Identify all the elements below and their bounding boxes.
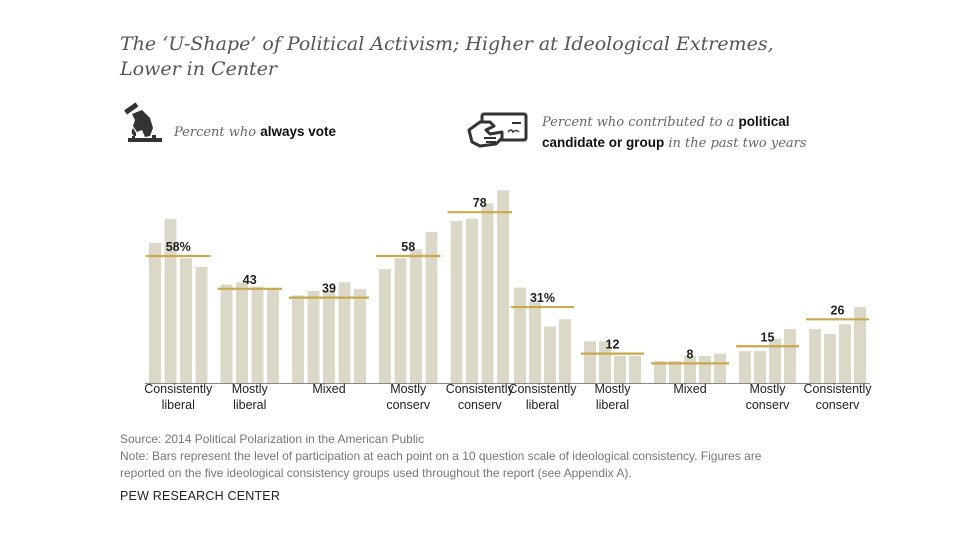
- vote-bar: [267, 288, 279, 383]
- vote-bar: [149, 242, 161, 383]
- vote-bar: [497, 190, 509, 383]
- brand-label: PEW RESEARCH CENTER: [120, 489, 281, 503]
- right-legend: Percent who contributed to a political c…: [466, 110, 846, 155]
- vote-bar: [220, 284, 233, 383]
- contrib-bar: [544, 326, 556, 383]
- contrib-bar: [584, 341, 596, 383]
- contrib-bar: [839, 324, 851, 383]
- note-line-1: Note: Bars represent the level of partic…: [120, 449, 762, 463]
- contrib-bar: [754, 351, 766, 383]
- check-card-hand-icon: [466, 110, 532, 155]
- vote-average-label: 78: [473, 196, 487, 210]
- contrib-average-label: 12: [606, 338, 620, 352]
- vote-bar: [466, 218, 478, 383]
- contrib-bar: [629, 356, 641, 383]
- vote-average-label: 39: [322, 282, 336, 296]
- contrib-bar: [614, 356, 626, 383]
- vote-bar: [180, 258, 192, 383]
- contrib-category-label: Mostly conserv: [745, 382, 790, 412]
- vote-bar: [164, 218, 177, 383]
- right-legend-suffix: in the past two years: [664, 135, 807, 151]
- contrib-bar: [529, 302, 541, 383]
- vote-bar: [410, 249, 422, 383]
- contrib-category-label: Consistently conserv: [803, 382, 872, 412]
- contrib-average-label: 31%: [530, 291, 555, 305]
- vote-bar: [394, 258, 407, 383]
- contrib-bar: [824, 334, 836, 383]
- vote-bar: [236, 282, 248, 383]
- vote-bar: [338, 282, 351, 383]
- contrib-average-label: 8: [687, 347, 694, 361]
- vote-bar: [307, 291, 320, 383]
- chart-title: The ‘U-Shape’ of Political Activism; Hig…: [120, 33, 774, 80]
- contrib-bar: [714, 353, 726, 383]
- contrib-bar: [739, 351, 751, 383]
- contrib-average-label: 26: [831, 303, 845, 317]
- right-legend-prefix: Percent who contributed to a: [542, 114, 739, 130]
- vote-bar: [195, 266, 208, 383]
- vote-bar: [292, 295, 304, 383]
- vote-average-label: 58: [401, 240, 415, 254]
- contrib-bar: [514, 287, 526, 383]
- note-line-2: reported on the five ideological consist…: [120, 466, 632, 480]
- vote-bar: [481, 203, 494, 383]
- vote-bar: [354, 288, 366, 383]
- contrib-category-label: Consistently liberal: [508, 382, 577, 412]
- vote-category-label: Consistently liberal: [144, 382, 213, 412]
- left-legend-bold: always vote: [260, 124, 337, 139]
- contrib-category-label: Mixed: [673, 382, 707, 396]
- contrib-bar: [699, 356, 711, 383]
- contrib-bar: [599, 341, 611, 383]
- contrib-bar: [769, 338, 781, 383]
- vote-bar: [251, 286, 264, 383]
- right-legend-bold: political candidate or group: [542, 113, 790, 150]
- contrib-category-label: Mostly liberal: [594, 382, 631, 412]
- vote-category-label: Mostly conserv: [386, 382, 431, 412]
- vote-category-label: Consistently conserv: [445, 382, 514, 412]
- vote-bar: [323, 291, 335, 383]
- contrib-bar: [809, 329, 821, 383]
- vote-bar: [425, 231, 438, 383]
- contrib-average-label: 15: [761, 330, 775, 344]
- contrib-bar: [654, 360, 666, 383]
- contrib-bar: [669, 360, 681, 383]
- left-legend-prefix: Percent who: [174, 125, 261, 140]
- vote-category-label: Mixed: [312, 382, 346, 396]
- vote-average-label: 43: [243, 273, 257, 287]
- contrib-bar: [559, 319, 571, 383]
- vote-bar: [379, 269, 391, 383]
- voting-ballot-hand-icon: [120, 100, 166, 151]
- vote-average-label: 58%: [166, 240, 191, 254]
- vote-category-label: Mostly liberal: [231, 382, 268, 412]
- contrib-bar: [784, 329, 796, 383]
- vote-bar: [450, 220, 463, 383]
- source-text: Source: 2014 Political Polarization in t…: [120, 432, 425, 446]
- left-legend: Percent who always vote: [120, 100, 336, 151]
- contrib-bar: [854, 307, 866, 383]
